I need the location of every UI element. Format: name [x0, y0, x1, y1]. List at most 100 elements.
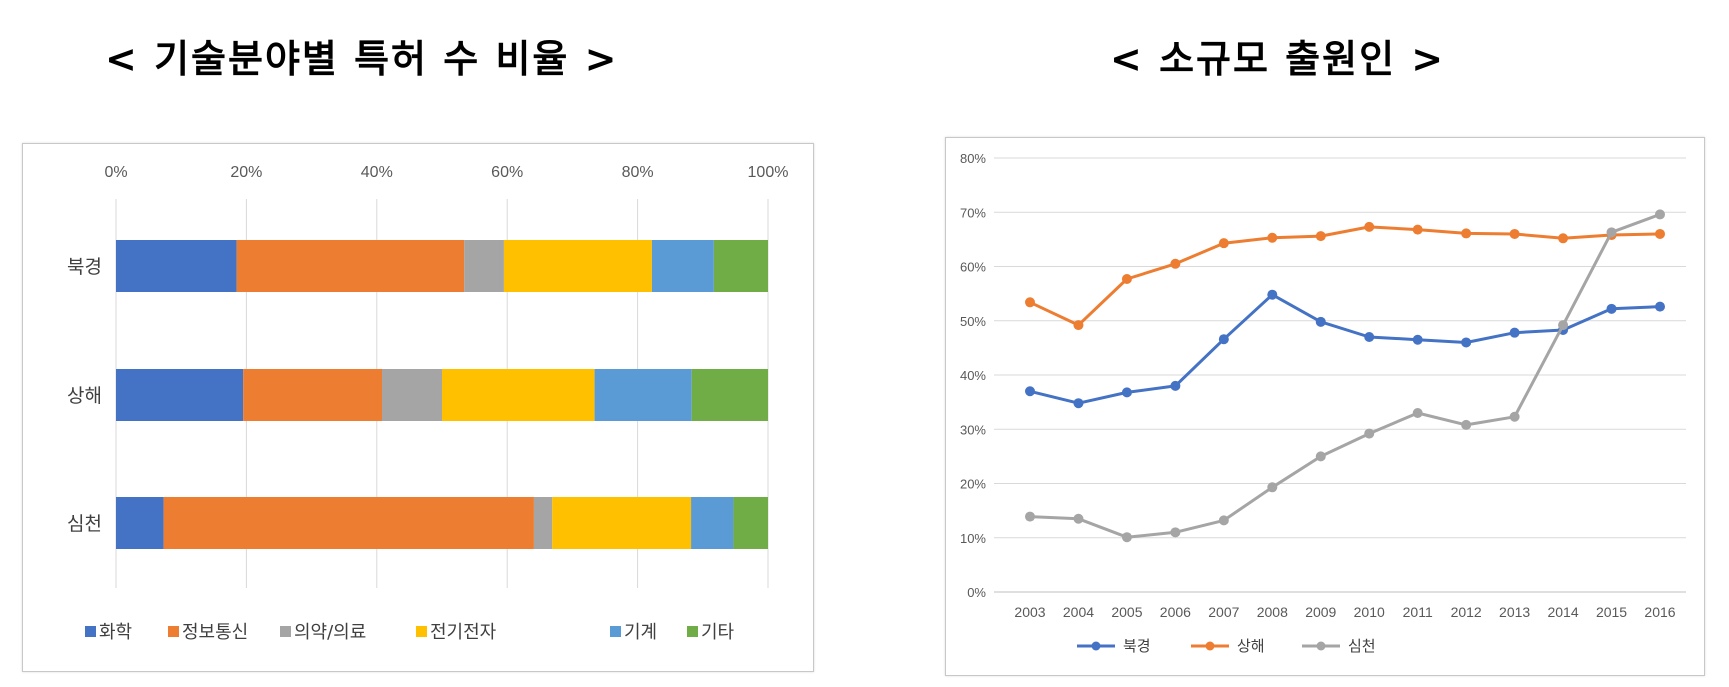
y-tick-label: 50%: [960, 314, 986, 329]
left-chart-title: < 기술분야별 특허 수 비율 >: [105, 37, 619, 81]
data-point: [1315, 451, 1326, 462]
legend-marker: [1316, 641, 1326, 651]
bar-segment: [243, 369, 383, 421]
data-point: [1170, 380, 1181, 391]
legend-label: 심천: [1348, 637, 1376, 655]
data-point: [1073, 320, 1084, 331]
data-point: [1267, 232, 1278, 243]
y-tick-label: 30%: [960, 422, 986, 437]
legend-label: 화학: [99, 622, 132, 643]
data-point: [1170, 258, 1181, 269]
x-tick-label: 2008: [1257, 604, 1288, 620]
bar-segment: [116, 369, 244, 421]
legend-swatch: [168, 626, 179, 637]
data-point: [1364, 428, 1375, 439]
x-tick-label: 2014: [1547, 604, 1578, 620]
bar-segment: [116, 497, 164, 549]
x-tick-label: 60%: [491, 164, 523, 181]
data-point: [1315, 316, 1326, 327]
x-tick-label: 2015: [1596, 604, 1627, 620]
data-point: [1073, 513, 1084, 524]
legend-swatch: [280, 626, 291, 637]
x-tick-label: 2011: [1403, 604, 1433, 620]
y-tick-label: 80%: [960, 151, 986, 166]
data-point: [1025, 511, 1035, 522]
data-point: [1509, 411, 1520, 422]
x-tick-label: 80%: [622, 164, 654, 181]
x-tick-label: 2009: [1305, 604, 1336, 620]
x-tick-label: 40%: [361, 164, 393, 181]
legend-label: 기계: [624, 622, 657, 643]
legend-swatch: [610, 626, 621, 637]
bar-segment: [442, 369, 595, 421]
data-point: [1121, 532, 1132, 543]
data-point: [1025, 297, 1035, 308]
data-point: [1461, 228, 1472, 239]
data-point: [1412, 334, 1423, 345]
x-tick-label: 2016: [1644, 604, 1675, 620]
x-tick-label: 20%: [230, 164, 262, 181]
category-label: 심천: [67, 513, 102, 535]
category-label: 북경: [67, 256, 102, 278]
data-point: [1606, 303, 1617, 314]
series-line: [1029, 225, 1661, 327]
series-line: [1029, 212, 1661, 539]
y-tick-label: 60%: [960, 260, 986, 275]
x-tick-label: 2013: [1499, 604, 1530, 620]
x-tick-label: 2004: [1063, 604, 1094, 620]
legend-label: 기타: [701, 622, 735, 643]
data-point: [1412, 407, 1423, 418]
bar-segment: [503, 240, 652, 292]
data-point: [1461, 337, 1472, 348]
bar-segment: [116, 240, 237, 292]
legend-label: 의약/의료: [294, 622, 366, 643]
data-point: [1606, 227, 1617, 238]
legend-swatch: [687, 626, 698, 637]
x-tick-label: 0%: [104, 164, 127, 181]
data-point: [1121, 273, 1132, 284]
bar-segment: [464, 240, 504, 292]
x-tick-label: 2007: [1208, 604, 1239, 620]
bar-segment: [552, 497, 692, 549]
data-point: [1121, 387, 1132, 398]
data-point: [1267, 289, 1278, 300]
data-point: [1025, 386, 1035, 397]
line-chart-panel: 0% 10% 20% 30% 40% 50% 60% 70% 80% 2003 2004 2005 20…: [945, 137, 1705, 676]
y-tick-label: 10%: [960, 531, 986, 546]
data-point: [1509, 327, 1520, 338]
legend-label: 전기전자: [430, 622, 497, 643]
x-tick-label: 2003: [1014, 604, 1045, 620]
category-label: 상해: [67, 385, 102, 407]
bar-segment: [733, 497, 768, 549]
right-chart-title: < 소규모 출원인 >: [1110, 37, 1446, 81]
legend-label: 북경: [1123, 637, 1151, 655]
x-tick-label: 100%: [748, 164, 789, 181]
data-point: [1558, 320, 1569, 331]
data-point: [1364, 332, 1375, 343]
x-tick-label: 2005: [1111, 604, 1142, 620]
data-point: [1655, 301, 1665, 312]
data-point: [1412, 224, 1423, 235]
legend-marker: [1205, 641, 1215, 651]
line-chart: 0% 10% 20% 30% 40% 50% 60% 70% 80% 2003 2004 2005 20…: [960, 151, 1686, 655]
bar-segment: [691, 369, 768, 421]
bar-segment: [594, 369, 692, 421]
x-tick-label: 2012: [1451, 604, 1482, 620]
data-point: [1218, 238, 1229, 249]
y-tick-label: 0%: [967, 585, 986, 600]
legend-marker: [1091, 641, 1101, 651]
data-point: [1655, 228, 1665, 239]
bar-segment: [163, 497, 534, 549]
data-point: [1315, 231, 1326, 242]
x-tick-label: 2010: [1354, 604, 1385, 620]
x-tick-label: 2006: [1160, 604, 1191, 620]
data-point: [1461, 419, 1472, 430]
data-point: [1558, 233, 1569, 244]
bar-segment: [533, 497, 553, 549]
legend-label: 상해: [1237, 637, 1265, 655]
data-point: [1218, 334, 1229, 345]
bar-segment: [382, 369, 442, 421]
legend-swatch: [416, 626, 427, 637]
legend-label: 정보통신: [182, 622, 248, 643]
